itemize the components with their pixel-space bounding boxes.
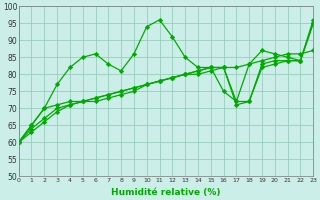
X-axis label: Humidité relative (%): Humidité relative (%) [111, 188, 221, 197]
